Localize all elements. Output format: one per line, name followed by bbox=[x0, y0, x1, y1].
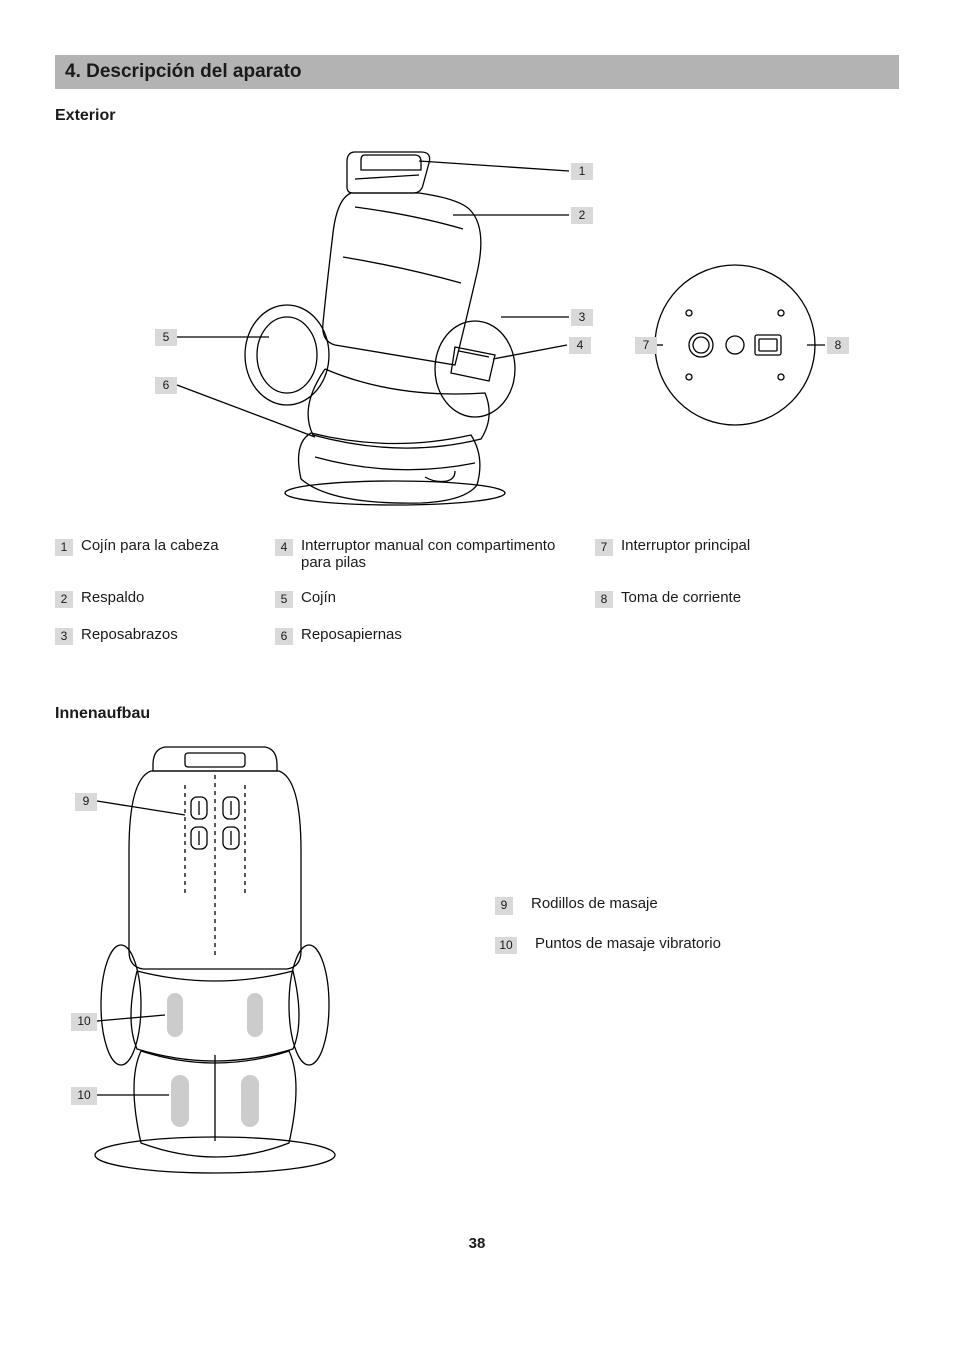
legend-item: 9Rodillos de masaje bbox=[495, 895, 721, 914]
exterior-heading: Exterior bbox=[55, 107, 899, 125]
callout-2: 2 bbox=[571, 207, 593, 224]
callout-7: 7 bbox=[635, 337, 657, 354]
legend-item: 5Cojín bbox=[275, 589, 585, 608]
callout-6: 6 bbox=[155, 377, 177, 394]
chair-exterior-svg bbox=[55, 137, 899, 507]
callout-1: 1 bbox=[571, 163, 593, 180]
callout-9: 9 bbox=[75, 793, 97, 810]
callout-4: 4 bbox=[569, 337, 591, 354]
legend-item: 7Interruptor principal bbox=[595, 537, 899, 571]
callout-8: 8 bbox=[827, 337, 849, 354]
legend-item: 3Reposabrazos bbox=[55, 626, 265, 645]
legend-item: 6Reposapiernas bbox=[275, 626, 585, 645]
legend-item: 8Toma de corriente bbox=[595, 589, 899, 608]
inner-heading: Innenaufbau bbox=[55, 705, 899, 723]
inner-legend: 9Rodillos de masaje 10Puntos de masaje v… bbox=[495, 895, 721, 973]
legend-item: 10Puntos de masaje vibratorio bbox=[495, 935, 721, 954]
legend-item: 4Interruptor manual con compartimento pa… bbox=[275, 537, 585, 571]
page-number: 38 bbox=[55, 1235, 899, 1252]
legend-item: 2Respaldo bbox=[55, 589, 265, 608]
callout-5: 5 bbox=[155, 329, 177, 346]
legend-item: 1Cojín para la cabeza bbox=[55, 537, 265, 571]
chair-inner-svg bbox=[55, 735, 415, 1195]
callout-10b: 10 bbox=[71, 1087, 97, 1104]
exterior-diagram: 1 2 3 4 5 6 7 8 bbox=[55, 137, 899, 507]
section-header: 4. Descripción del aparato bbox=[55, 55, 899, 89]
callout-10a: 10 bbox=[71, 1013, 97, 1030]
exterior-legend: 1Cojín para la cabeza 4Interruptor manua… bbox=[55, 537, 899, 645]
inner-diagram: 9 10 10 9Rodillos de masaje 10Puntos de … bbox=[55, 735, 899, 1205]
callout-3: 3 bbox=[571, 309, 593, 326]
